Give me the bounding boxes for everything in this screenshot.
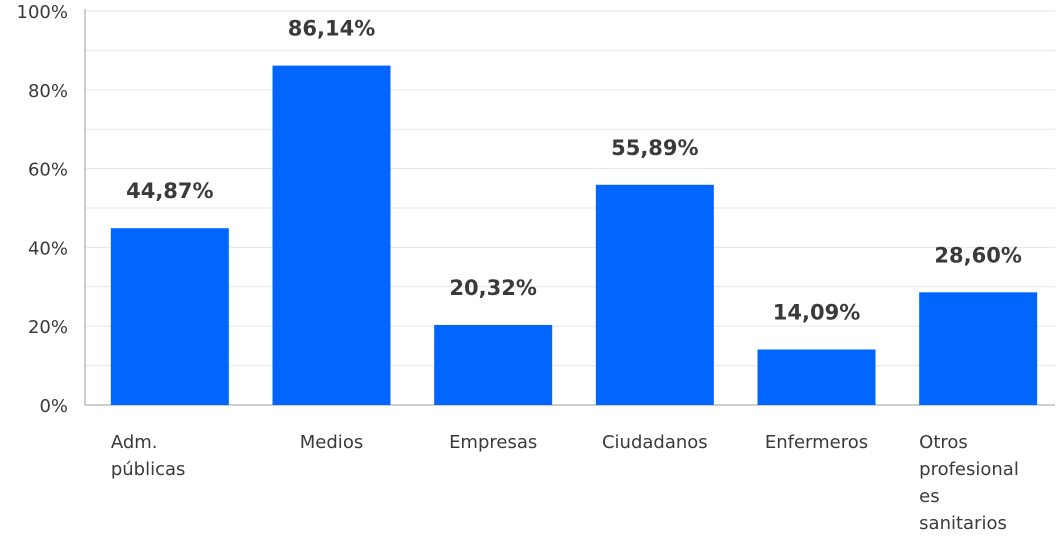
x-tick-label: Medios	[300, 432, 363, 453]
x-tick-label: Adm. públicas	[111, 432, 186, 480]
y-tick-label: 80%	[28, 81, 68, 102]
y-tick-label: 60%	[28, 160, 68, 181]
data-label: 86,14%	[288, 17, 375, 41]
bar	[110, 228, 229, 405]
bar	[919, 292, 1038, 405]
data-label: 28,60%	[934, 243, 1021, 267]
y-tick-label: 0%	[39, 396, 68, 417]
bar	[272, 65, 391, 405]
bar	[595, 184, 714, 405]
y-tick-label: 20%	[28, 317, 68, 338]
data-label: 20,32%	[449, 276, 536, 300]
data-label: 55,89%	[611, 136, 698, 160]
y-tick-label: 40%	[28, 238, 68, 259]
x-tick-label: Ciudadanos	[602, 432, 708, 453]
data-label: 14,09%	[773, 300, 860, 324]
x-tick-label: Enfermeros	[765, 432, 868, 453]
y-tick-label: 100%	[17, 2, 68, 23]
x-tick-label: Empresas	[449, 432, 537, 453]
data-label: 44,87%	[126, 179, 213, 203]
bar	[757, 349, 876, 405]
x-tick-label: Otros profesional es sanitarios	[919, 432, 1019, 534]
bar	[434, 324, 553, 405]
